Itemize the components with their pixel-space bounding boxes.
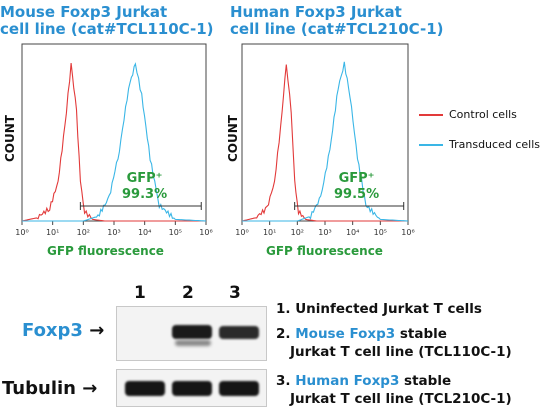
panel2-title-line2: cell line (cat#TCL210C-1) — [230, 20, 444, 38]
lane-desc-2-num: 2. — [276, 326, 296, 342]
panel2-xtick-label-6: 10⁶ — [401, 228, 414, 237]
lane-desc-3-num: 3. — [276, 373, 296, 389]
panel2-xlabel: GFP fluorescence — [266, 244, 383, 258]
lane-desc-3: 3. Human Foxp3 stable Jurkat T cell line… — [276, 372, 512, 408]
lane-number-2: 2 — [182, 283, 194, 303]
panel2-series-control — [241, 64, 408, 222]
panel1-gate-label: GFP⁺ — [126, 171, 163, 186]
panel2-gate-annotation: GFP⁺ 99.5% — [334, 171, 379, 203]
panel2-gate-value: 99.5% — [334, 187, 380, 202]
foxp3-label: Foxp3 → — [22, 320, 104, 341]
panel1-title-line2: cell line (cat#TCL110C-1) — [0, 20, 214, 38]
panel2-xtick-label-2: 10² — [291, 228, 304, 237]
lane-desc-2-line2: Jurkat T cell line (TCL110C-1) — [290, 344, 512, 360]
tubulin-band-lane1 — [125, 381, 165, 396]
panel1-xtick-label-4: 10⁴ — [138, 228, 151, 237]
panel2-xtick-label-0: 10⁰ — [235, 228, 248, 237]
legend-transduced-swatch — [419, 144, 443, 146]
panel2-xtick-label-1: 10¹ — [263, 228, 276, 237]
panel1-xtick-label-2: 10² — [77, 228, 90, 237]
panel1-gate-value: 99.3% — [122, 187, 168, 202]
panel1-xtick-label-0: 10⁰ — [15, 228, 28, 237]
panel2-plot-area: 10⁰ 10¹ 10² 10³ 10⁴ 10⁵ 10⁶ — [235, 43, 415, 237]
lane-number-1: 1 — [134, 283, 146, 303]
tubulin-band-lane3 — [219, 381, 259, 396]
panel2-xtick-label-3: 10³ — [318, 228, 331, 237]
foxp3-label-text: Foxp3 — [22, 320, 83, 341]
panel1-gate-annotation: GFP⁺ 99.3% — [122, 171, 167, 203]
tubulin-band-lane2 — [172, 381, 212, 396]
panel2-xtick-label-4: 10⁴ — [346, 228, 359, 237]
tubulin-label-text: Tubulin — [2, 378, 76, 399]
lane-desc-2: 2. Mouse Foxp3 stable Jurkat T cell line… — [276, 325, 512, 361]
panel1-xtick-label-5: 10⁵ — [169, 228, 182, 237]
lane-number-3: 3 — [229, 283, 241, 303]
panel2-frame — [241, 43, 409, 222]
panel1-series-control — [21, 63, 206, 222]
panel2-ylabel: COUNT — [226, 115, 240, 162]
panel1-xtick-label-1: 10¹ — [46, 228, 59, 237]
panel2-gate-label: GFP⁺ — [338, 171, 375, 186]
foxp3-blot-strip — [116, 306, 267, 361]
foxp3-band-lane2-lower — [175, 340, 211, 346]
foxp3-band-lane2 — [172, 325, 212, 339]
panel2-xtick-label-5: 10⁵ — [374, 228, 387, 237]
panel1-title-line1: Mouse Foxp3 Jurkat — [0, 3, 168, 21]
panel2-title: Human Foxp3 Jurkat cell line (cat#TCL210… — [230, 4, 444, 38]
panel1-title: Mouse Foxp3 Jurkat cell line (cat#TCL110… — [0, 4, 214, 38]
panel1-xtick-label-3: 10³ — [107, 228, 120, 237]
lane-desc-3-line2: Jurkat T cell line (TCL210C-1) — [290, 391, 512, 407]
legend-transduced: Transduced cells — [419, 138, 540, 151]
panel1-xtick-label-6: 10⁶ — [199, 228, 212, 237]
lane-desc-1: 1. Uninfected Jurkat T cells — [276, 301, 482, 317]
lane-desc-2-highlight: Mouse Foxp3 — [295, 326, 396, 342]
panel2-title-line1: Human Foxp3 Jurkat — [230, 3, 402, 21]
legend-control-swatch — [419, 114, 443, 116]
legend-control: Control cells — [419, 108, 517, 121]
panel2-series-transduced — [242, 61, 409, 222]
lane-desc-3-highlight: Human Foxp3 — [295, 373, 400, 389]
tubulin-arrow-icon: → — [82, 378, 98, 399]
panel1-series-transduced — [22, 62, 207, 222]
lane-desc-3-rest: stable — [399, 373, 452, 389]
panel1-plot-area: 10⁰ 10¹ 10² 10³ 10⁴ 10⁵ 10⁶ — [15, 43, 213, 237]
tubulin-blot-strip — [116, 369, 267, 407]
foxp3-arrow-icon: → — [89, 320, 105, 341]
lane-desc-2-rest: stable — [395, 326, 447, 342]
legend-transduced-label: Transduced cells — [449, 138, 540, 151]
tubulin-label: Tubulin → — [2, 378, 97, 399]
legend-control-label: Control cells — [449, 108, 517, 121]
panel1-xlabel: GFP fluorescence — [47, 244, 164, 258]
panel1-frame — [21, 43, 207, 222]
foxp3-band-lane3 — [219, 326, 259, 339]
